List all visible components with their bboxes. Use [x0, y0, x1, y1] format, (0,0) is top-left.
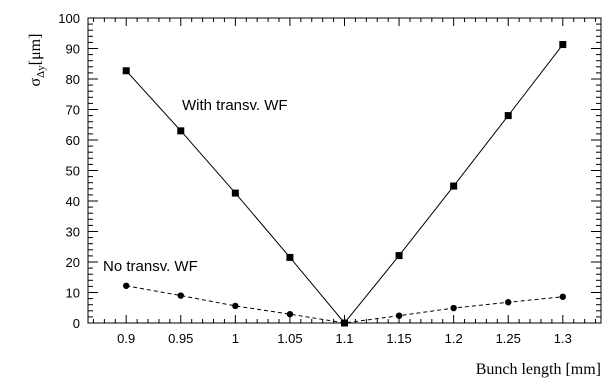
data-point-no-wf [505, 299, 512, 306]
y-tick-label: 60 [66, 133, 80, 148]
x-ticks: 0.9 0.95 1 1.05 1.1 1.15 1.2 1.25 1.3 [92, 18, 597, 346]
y-axis-label-unit: [μm] [27, 34, 44, 66]
x-tick-label: 1.2 [445, 331, 463, 346]
y-tick-label: 70 [66, 103, 80, 118]
y-tick-label: 80 [66, 72, 80, 87]
data-point-no-wf [286, 310, 294, 318]
y-axis-label-main: σ [27, 77, 44, 86]
annotation-no-wf: No transv. WF [103, 258, 198, 275]
data-point-with-wf [122, 67, 130, 75]
plot-frame [87, 17, 602, 324]
data-point-no-wf [559, 293, 566, 300]
series-layer [122, 41, 567, 327]
data-point-with-wf [231, 189, 239, 197]
x-tick-label: 1.1 [335, 331, 353, 346]
y-axis-label-sub: Δy [35, 65, 47, 78]
series-line-no-wf [126, 285, 563, 324]
x-tick-label: 0.95 [168, 331, 193, 346]
data-point-with-wf [286, 253, 294, 261]
data-point-with-wf [177, 127, 185, 135]
x-tick-label: 1.25 [496, 331, 521, 346]
y-tick-label: 10 [66, 286, 80, 301]
y-ticks: 0 10 20 30 40 50 60 70 80 90 100 [58, 11, 601, 331]
data-point-no-wf [450, 304, 457, 312]
data-point-with-wf [559, 41, 567, 49]
data-point-with-wf [450, 182, 458, 190]
x-tick-label: 0.9 [117, 331, 135, 346]
data-point-with-wf [504, 112, 512, 120]
annotation-with-wf: With transv. WF [182, 97, 288, 114]
y-tick-label: 50 [66, 164, 80, 179]
x-tick-label: 1.15 [386, 331, 411, 346]
data-point-no-wf [395, 312, 403, 319]
y-axis-label: σΔy[μm] [27, 34, 47, 87]
y-tick-label: 40 [66, 194, 80, 209]
data-point-no-wf [232, 302, 239, 310]
data-point-no-wf [123, 282, 130, 289]
y-tick-label: 100 [58, 11, 80, 26]
y-tick-label: 30 [66, 225, 80, 240]
data-point-no-wf [177, 292, 184, 299]
x-tick-label: 1 [232, 331, 239, 346]
y-tick-label: 20 [66, 255, 80, 270]
svg-text:σΔy[μm]: σΔy[μm] [27, 34, 47, 87]
y-tick-label: 0 [73, 316, 80, 331]
x-tick-label: 1.05 [277, 331, 302, 346]
x-axis-label: Bunch length [mm] [476, 361, 601, 378]
y-tick-label: 90 [66, 42, 80, 57]
series-line-with-wf [125, 44, 564, 324]
x-tick-label: 1.3 [554, 331, 572, 346]
data-point-with-wf [395, 252, 403, 260]
data-point-no-wf [341, 319, 348, 327]
